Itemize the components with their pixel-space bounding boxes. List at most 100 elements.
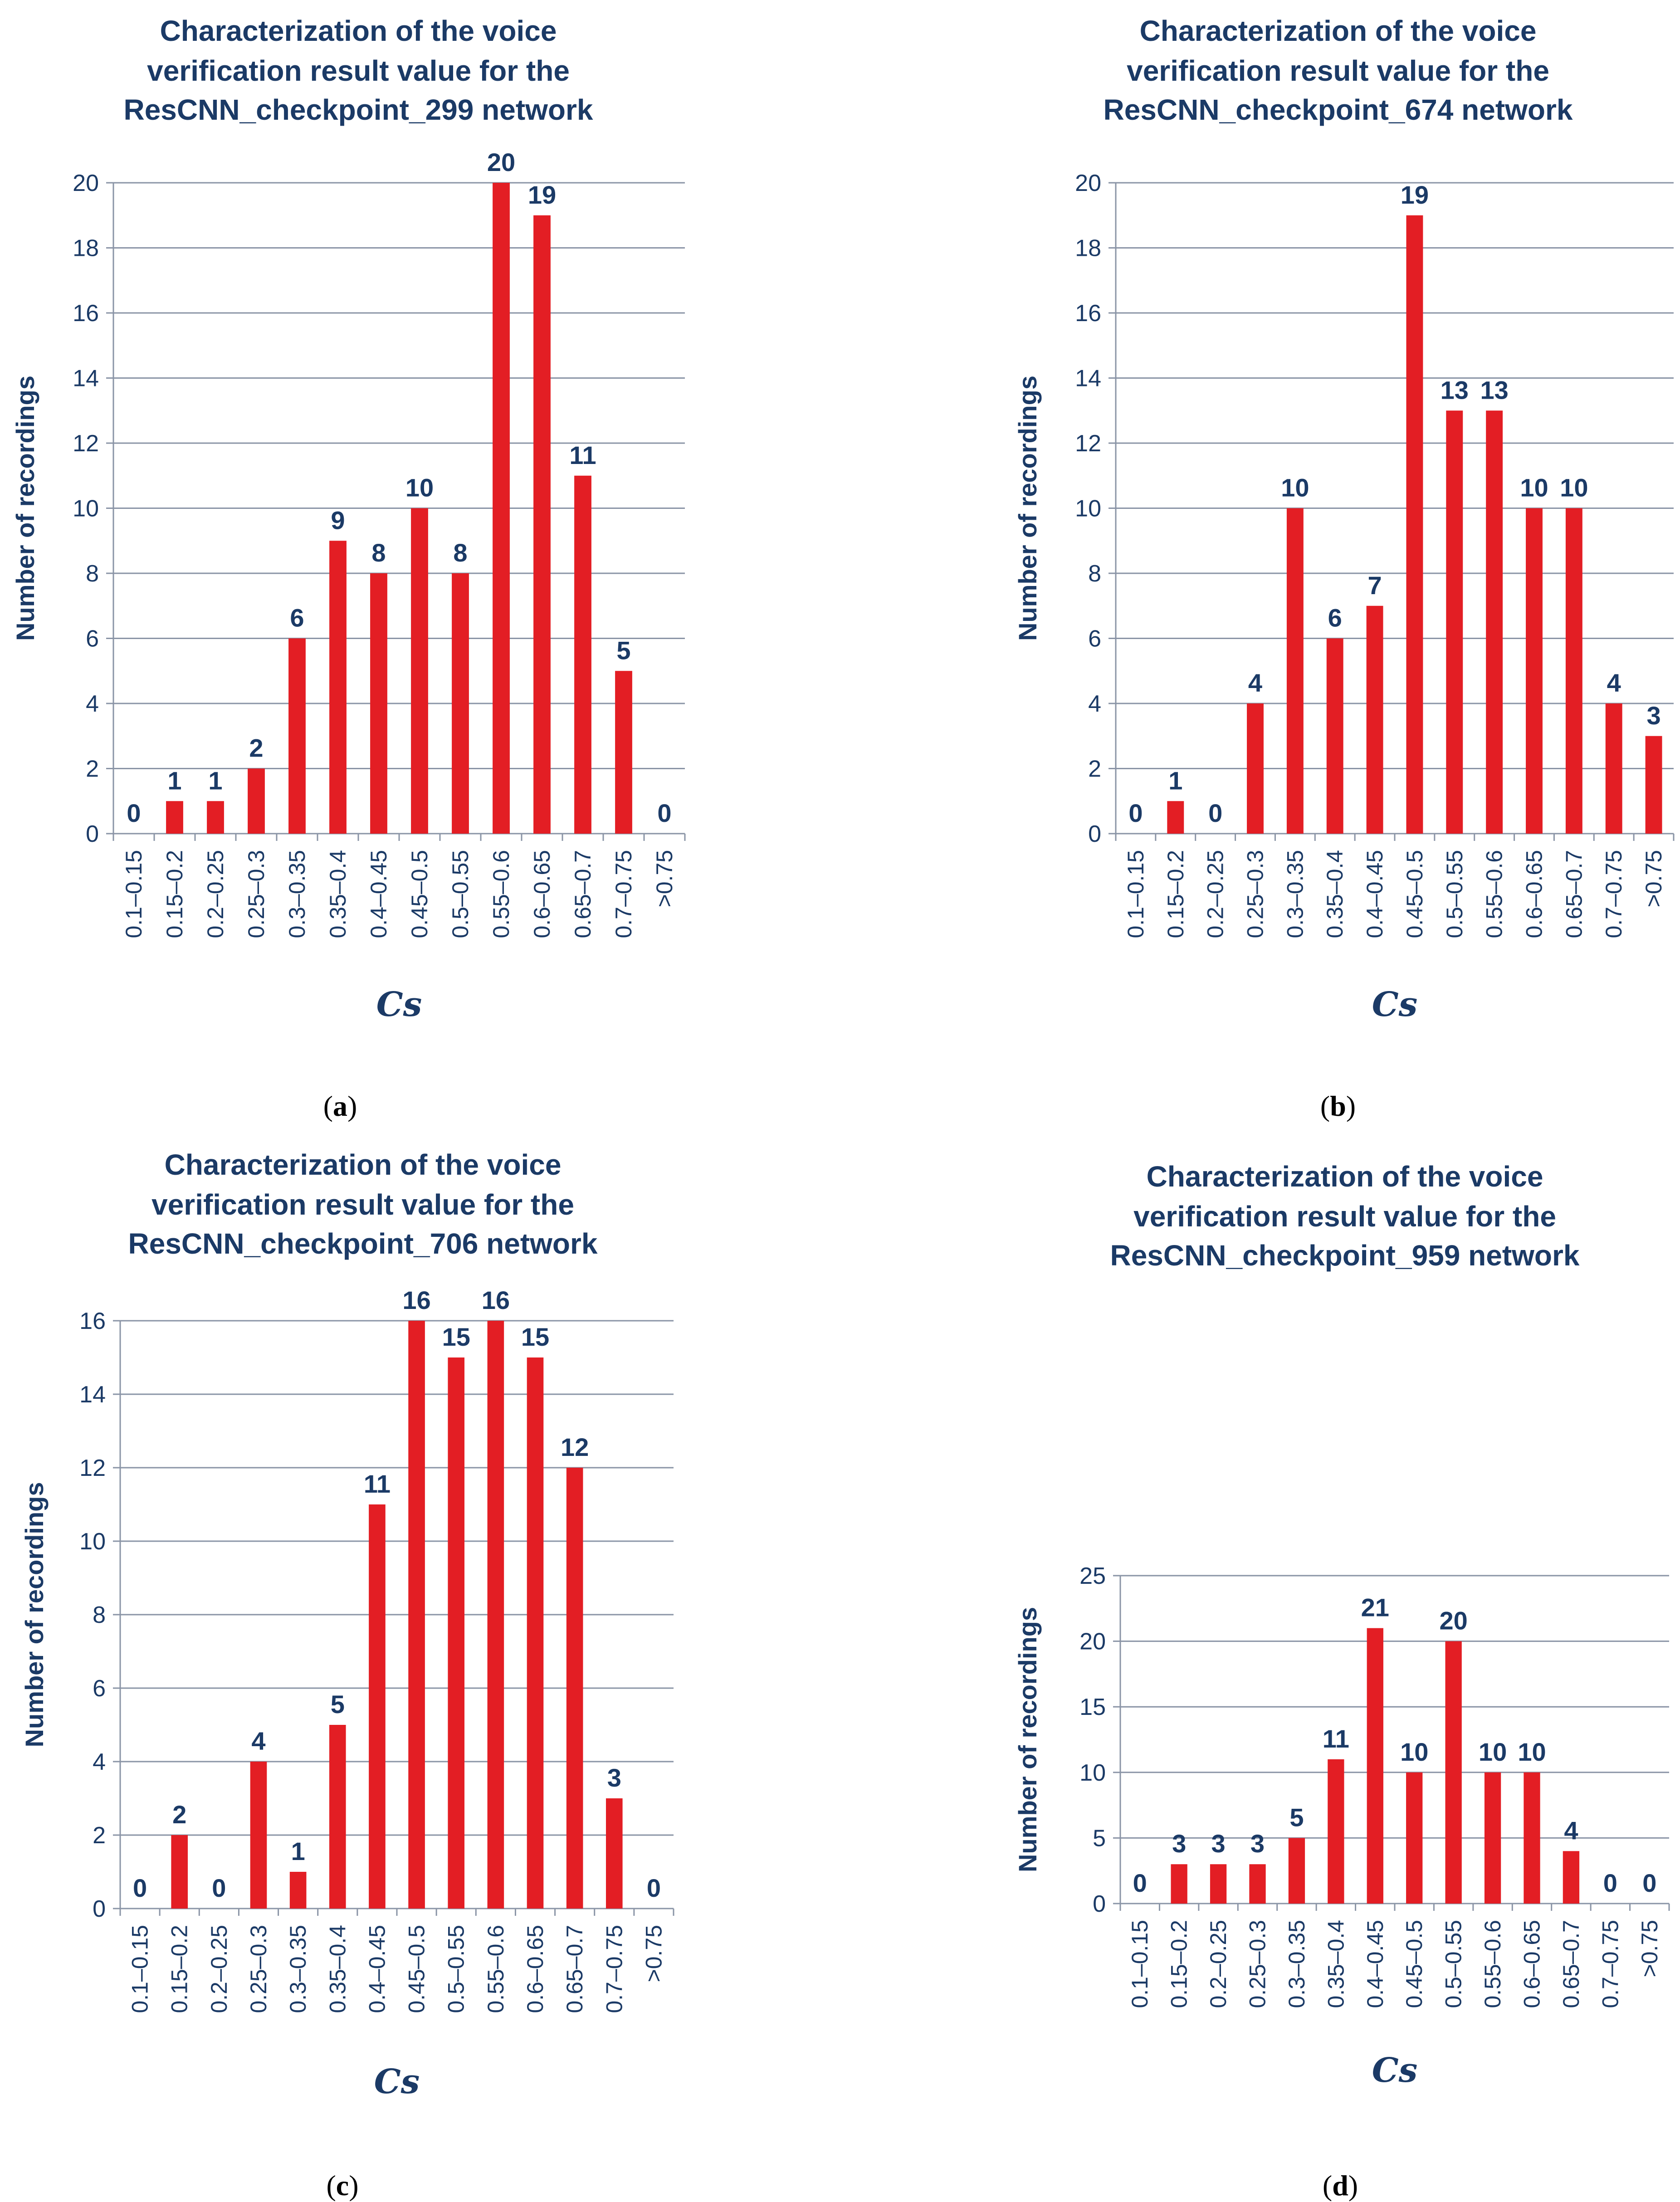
chart-0-title-line-0: Characterization of the voice — [160, 15, 557, 47]
chart-3-bar-5 — [1328, 1759, 1344, 1904]
chart-2-x-axis-label: Cs — [374, 2062, 420, 2101]
chart-1-data-label-0: 0 — [1128, 799, 1143, 827]
chart-2-bar-4 — [289, 1872, 307, 1909]
chart-3-data-label-1: 3 — [1172, 1829, 1186, 1858]
chart-0-data-label-4: 6 — [290, 604, 304, 632]
chart-0-ytick-label-3: 6 — [86, 626, 99, 652]
chart-0-xtick-label-1: 0.15–0.2 — [162, 850, 187, 938]
chart-2-xtick-label-5: 0.35–0.4 — [325, 1925, 350, 2013]
chart-0-data-label-12: 5 — [616, 636, 630, 664]
chart-1-xtick-label-7: 0.45–0.5 — [1402, 850, 1427, 938]
chart-0-bar-12 — [615, 671, 632, 834]
chart-2-ytick-label-2: 4 — [93, 1749, 106, 1775]
chart-1-xtick-label-2: 0.2–0.25 — [1203, 850, 1228, 938]
chart-2-bar-7 — [408, 1321, 425, 1909]
chart-1-x-axis-label: Cs — [1372, 985, 1418, 1024]
chart-0-bar-6 — [370, 573, 387, 834]
chart-0-bar-11 — [574, 475, 591, 834]
chart-0-ytick-label-4: 8 — [86, 561, 99, 587]
chart-3-xtick-label-6: 0.4–0.45 — [1363, 1920, 1388, 2008]
chart-1-data-label-11: 10 — [1560, 474, 1588, 502]
chart-3-bar-3 — [1249, 1864, 1266, 1904]
chart-0-ytick-label-7: 14 — [73, 366, 99, 392]
chart-3-xtick-label-4: 0.3–0.35 — [1284, 1920, 1309, 2008]
chart-1-y-axis-label: Number of recordings — [1013, 376, 1042, 641]
chart-1-xtick-label-4: 0.3–0.35 — [1282, 850, 1308, 938]
chart-3-ytick-label-5: 25 — [1079, 1563, 1106, 1589]
chart-0-xtick-label-9: 0.55–0.6 — [488, 850, 514, 938]
chart-0-bar-3 — [248, 768, 265, 834]
chart-2-bar-12 — [606, 1798, 623, 1909]
chart-1-ytick-label-8: 16 — [1075, 300, 1101, 327]
chart-2-title-line-0: Characterization of the voice — [165, 1148, 562, 1181]
chart-2-data-label-9: 16 — [482, 1286, 510, 1314]
chart-3-xtick-label-13: >0.75 — [1637, 1920, 1662, 1977]
chart-1-caption: (b) — [1320, 1090, 1356, 1122]
chart-2-data-label-7: 16 — [402, 1286, 430, 1314]
chart-0-title-line-2: ResCNN_checkpoint_299 network — [123, 93, 593, 126]
chart-3-xtick-label-11: 0.65–0.7 — [1558, 1920, 1584, 2008]
chart-0-xtick-label-2: 0.2–0.25 — [203, 850, 228, 938]
chart-3-data-label-4: 5 — [1289, 1803, 1304, 1831]
chart-3-xtick-label-7: 0.45–0.5 — [1402, 1920, 1427, 2008]
chart-0-data-label-6: 8 — [371, 538, 386, 567]
chart-3-title-line-1: verification result value for the — [1133, 1200, 1556, 1233]
chart-1-ytick-label-7: 14 — [1075, 366, 1101, 392]
chart-1-xtick-label-11: 0.65–0.7 — [1561, 850, 1587, 938]
chart-3-data-label-10: 10 — [1518, 1738, 1546, 1766]
chart-1-ytick-label-3: 6 — [1088, 626, 1101, 652]
chart-0-data-label-10: 19 — [528, 181, 556, 209]
chart-0-data-label-9: 20 — [487, 148, 515, 176]
chart-0-ytick-label-5: 10 — [73, 496, 99, 522]
chart-2-xtick-label-0: 0.1–0.15 — [127, 1925, 153, 2013]
chart-2-data-label-3: 4 — [251, 1727, 265, 1755]
chart-0-bar-5 — [329, 541, 347, 834]
chart-0-title-line-1: verification result value for the — [147, 54, 570, 87]
chart-2-title-line-1: verification result value for the — [151, 1188, 574, 1221]
chart-1-xtick-label-12: 0.7–0.75 — [1601, 850, 1626, 938]
chart-3-data-label-0: 0 — [1133, 1869, 1147, 1897]
chart-2-bar-9 — [487, 1321, 504, 1909]
chart-0-xtick-label-11: 0.65–0.7 — [570, 850, 596, 938]
chart-2-bar-8 — [448, 1357, 465, 1909]
chart-2-xtick-label-1: 0.15–0.2 — [167, 1925, 192, 2013]
chart-1-data-label-12: 4 — [1607, 669, 1621, 697]
chart-0-bar-4 — [288, 638, 306, 834]
chart-2-ytick-label-8: 16 — [79, 1308, 106, 1334]
chart-2-bar-5 — [329, 1725, 346, 1909]
chart-1-xtick-label-8: 0.5–0.55 — [1442, 850, 1467, 938]
chart-1-bar-5 — [1326, 638, 1343, 834]
chart-0-ytick-label-8: 16 — [73, 300, 99, 327]
chart-2-xtick-label-10: 0.6–0.65 — [523, 1925, 548, 2013]
chart-2-xtick-label-3: 0.25–0.3 — [246, 1925, 271, 2013]
chart-2-bar-11 — [566, 1468, 583, 1909]
chart-0-x-axis-label: Cs — [376, 985, 422, 1024]
chart-3-data-label-7: 10 — [1400, 1738, 1428, 1766]
chart-2-xtick-label-8: 0.5–0.55 — [444, 1925, 469, 2013]
chart-3-data-label-5: 11 — [1323, 1724, 1349, 1753]
chart-3-bar-10 — [1524, 1772, 1540, 1904]
chart-1-ytick-label-2: 4 — [1088, 691, 1101, 717]
chart-2-bar-3 — [250, 1762, 267, 1909]
chart-3-xtick-label-8: 0.5–0.55 — [1441, 1920, 1466, 2008]
chart-3-title-line-0: Characterization of the voice — [1147, 1160, 1543, 1193]
chart-1-data-label-3: 4 — [1248, 669, 1262, 697]
chart-3-xtick-label-0: 0.1–0.15 — [1127, 1920, 1153, 2008]
chart-1-data-label-13: 3 — [1646, 701, 1660, 730]
chart-3-data-label-6: 21 — [1361, 1593, 1389, 1622]
chart-0-bar-2 — [207, 801, 224, 834]
chart-2-data-label-10: 15 — [521, 1323, 549, 1351]
chart-0-xtick-label-8: 0.5–0.55 — [448, 850, 473, 938]
chart-3-ytick-label-2: 10 — [1079, 1760, 1106, 1786]
chart-2-data-label-12: 3 — [607, 1763, 621, 1792]
chart-2-xtick-label-4: 0.3–0.35 — [285, 1925, 311, 2013]
chart-2-xtick-label-7: 0.45–0.5 — [404, 1925, 430, 2013]
chart-0-bar-10 — [533, 215, 551, 834]
chart-3-xtick-label-9: 0.55–0.6 — [1480, 1920, 1505, 2008]
chart-3-data-label-13: 0 — [1642, 1869, 1656, 1897]
chart-1-bar-12 — [1605, 703, 1622, 834]
chart-2-xtick-label-11: 0.65–0.7 — [562, 1925, 587, 2013]
chart-0-xtick-label-7: 0.45–0.5 — [407, 850, 432, 938]
chart-3-xtick-label-5: 0.35–0.4 — [1323, 1920, 1348, 2008]
chart-3-bar-7 — [1406, 1772, 1423, 1904]
